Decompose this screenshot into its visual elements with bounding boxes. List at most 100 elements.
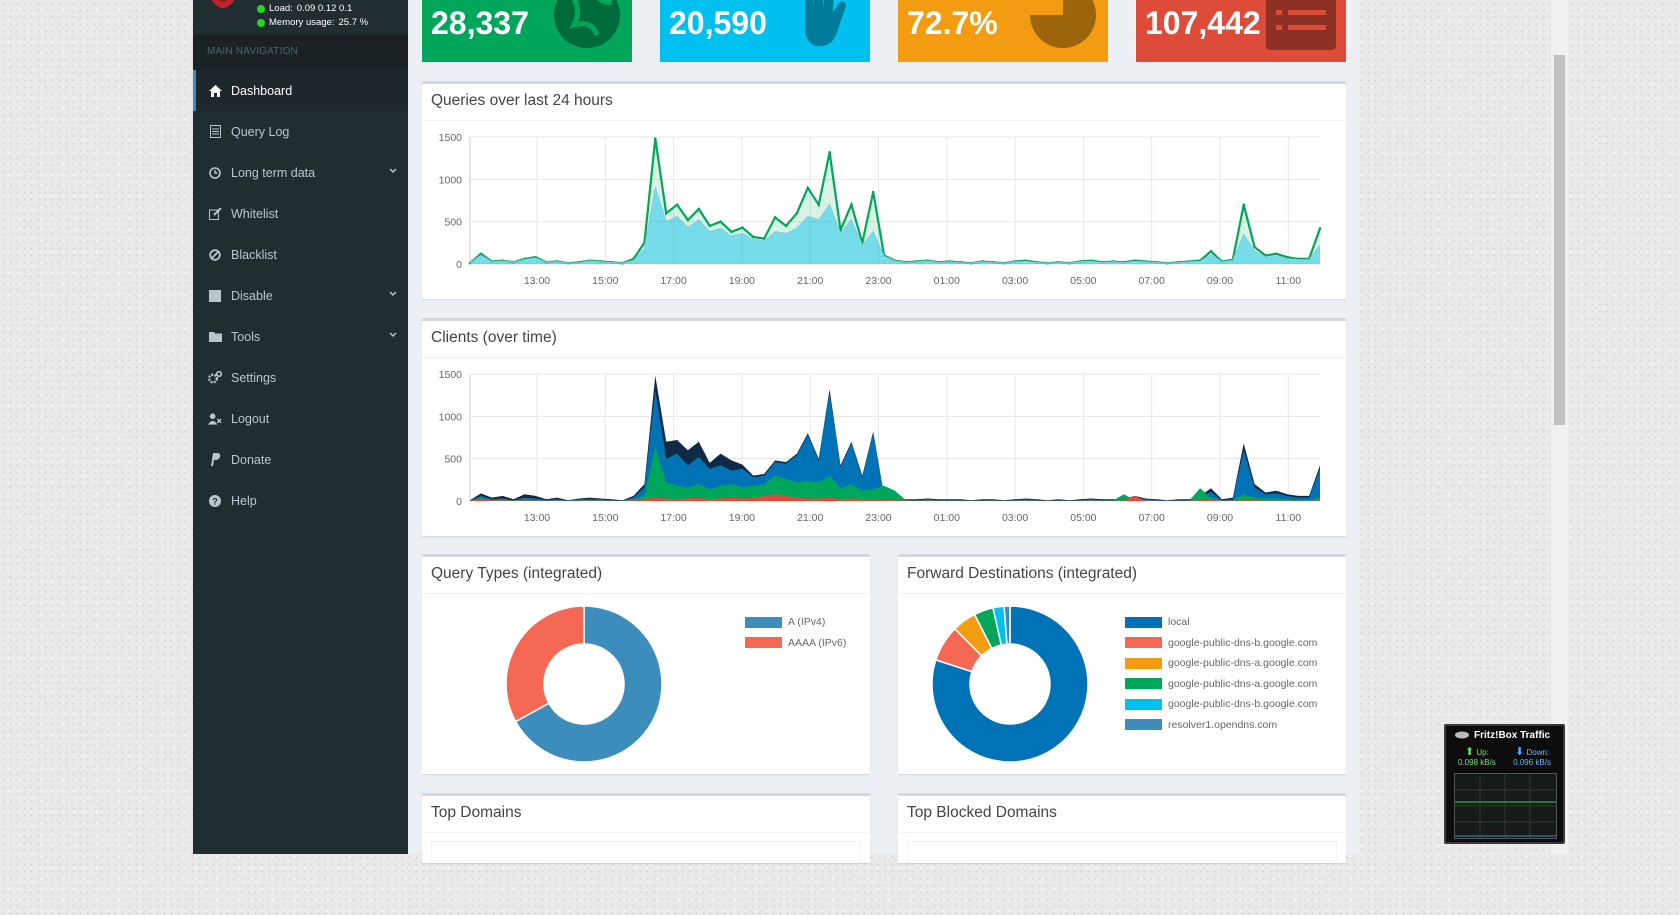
donut-slice[interactable] (505, 605, 585, 723)
x-tick-label: 05:00 (1070, 275, 1096, 287)
stat-box-domains-on-blocklist: 107,442 (1136, 0, 1346, 62)
x-tick-label: 05:00 (1070, 512, 1096, 524)
router-icon (1455, 731, 1469, 739)
clock-icon (208, 166, 222, 180)
panel-title: Clients (over time) (431, 329, 557, 346)
legend-label: google-public-dns-a.google.com (1168, 677, 1318, 690)
legend-item[interactable]: A (IPv4) (745, 612, 846, 633)
x-tick-label: 15:00 (592, 512, 618, 524)
series-area (470, 375, 1320, 501)
legend-label: google-public-dns-b.google.com (1168, 636, 1318, 649)
sidebar-item-donate[interactable]: Donate (193, 439, 408, 480)
data-point (708, 224, 712, 228)
load-label: Load: (269, 3, 293, 14)
sidebar-item-label: Dashboard (231, 83, 293, 98)
x-tick-label: 23:00 (865, 275, 891, 287)
x-tick-label: 17:00 (660, 512, 686, 524)
legend-item[interactable]: google-public-dns-b.google.com (1125, 633, 1317, 654)
top-domains-panel: Top Domains (422, 793, 870, 863)
data-point (762, 237, 766, 240)
data-point (1318, 227, 1322, 230)
query-types-legend: A (IPv4) AAAA (IPv6) (745, 612, 846, 653)
panel-title: Top Domains (431, 804, 522, 821)
chevron-down-icon (389, 291, 397, 297)
data-point (730, 230, 733, 234)
queries-over-time-panel: Queries over last 24 hours 0 500 1000 1500 1… (422, 81, 1346, 299)
data-point (850, 203, 853, 207)
x-tick-label: 15:00 (592, 275, 618, 287)
legend-swatch (745, 616, 782, 628)
data-point (795, 211, 799, 215)
sidebar-item-query-log[interactable]: Query Log (193, 111, 408, 152)
panel-title: Top Blocked Domains (907, 804, 1057, 821)
data-point (1286, 255, 1289, 259)
pie-icon (1030, 0, 1096, 48)
clients-over-time-panel: Clients (over time) 0 500 1000 1500 13:00 15:… (422, 318, 1346, 536)
sidebar-item-logout[interactable]: Logout (193, 398, 408, 439)
sidebar-item-long-term-data[interactable]: Long term data (193, 152, 408, 193)
legend-label: google-public-dns-b.google.com (1168, 698, 1318, 711)
arrow-down-icon: ⬇ (1515, 746, 1525, 758)
panel-title: Queries over last 24 hours (431, 92, 613, 109)
y-tick-label: 500 (444, 454, 462, 466)
x-tick-label: 13:00 (524, 275, 550, 287)
data-point (1275, 252, 1278, 256)
x-tick-label: 07:00 (1139, 275, 1165, 287)
legend-item[interactable]: google-public-dns-b.google.com (1125, 694, 1317, 715)
question-icon: ? (208, 494, 222, 508)
download-label: Down: (1526, 748, 1550, 757)
x-tick-label: 07:00 (1139, 512, 1165, 524)
data-point (828, 150, 831, 154)
page-scrollbar[interactable] (1551, 0, 1568, 854)
globe-icon (554, 0, 620, 48)
y-tick-label: 1000 (439, 174, 463, 186)
x-tick-label: 01:00 (934, 275, 960, 287)
data-point (675, 203, 679, 207)
legend-label: resolver1.opendns.com (1168, 718, 1278, 731)
chevron-down-icon (389, 168, 397, 174)
stat-value: 72.7% (907, 5, 998, 41)
sidebar-item-help[interactable]: ? Help (193, 480, 408, 521)
donut-slice[interactable] (514, 605, 663, 763)
data-point (741, 226, 744, 229)
legend-item[interactable]: google-public-dns-a.google.com (1125, 653, 1317, 674)
sidebar-item-label: Disable (231, 288, 273, 303)
x-tick-label: 21:00 (797, 512, 823, 524)
sidebar-item-label: Donate (231, 452, 272, 467)
queries-over-time-chart: 0 500 1000 1500 13:00 15:00 17:00 19:00 21:00 23:… (439, 132, 1322, 287)
sidebar-item-disable[interactable]: Disable (193, 275, 408, 316)
file-icon (208, 125, 222, 139)
legend-label: AAAA (IPv6) (788, 636, 847, 649)
legend-item[interactable]: resolver1.opendns.com (1125, 715, 1317, 736)
legend-item[interactable]: google-public-dns-a.google.com (1125, 674, 1317, 695)
load-values: 0.09 0.12 0.1 (296, 3, 353, 14)
sidebar-item-dashboard[interactable]: Dashboard (193, 70, 408, 111)
donut-slice[interactable] (931, 605, 1089, 763)
home-icon (208, 84, 222, 98)
legend-item[interactable]: AAAA (IPv6) (745, 633, 846, 654)
x-tick-label: 17:00 (660, 275, 686, 287)
legend-swatch (1125, 657, 1162, 669)
list-icon (1266, 0, 1336, 50)
svg-text:?: ? (212, 496, 218, 506)
traffic-graph (1454, 773, 1557, 839)
data-point (479, 252, 483, 256)
sidebar-item-tools[interactable]: Tools (193, 316, 408, 357)
series-area (470, 187, 1320, 264)
series-points (468, 137, 1322, 265)
sidebar-item-whitelist[interactable]: Whitelist (193, 193, 408, 234)
load-status: Load: 0.09 0.12 0.1 (257, 3, 352, 14)
sidebar-item-settings[interactable]: Settings (193, 357, 408, 398)
sidebar-item-blacklist[interactable]: Blacklist (193, 234, 408, 275)
y-tick-label: 500 (444, 217, 462, 229)
forward-destinations-legend: local google-public-dns-b.google.com googl… (1125, 612, 1317, 735)
series-line (469, 187, 1321, 264)
x-tick-label: 11:00 (1276, 512, 1302, 524)
legend-item[interactable]: local (1125, 612, 1317, 633)
x-tick-label: 21:00 (797, 275, 823, 287)
app-container: Load: 0.09 0.12 0.1 Memory usage: 25.7 %… (193, 0, 1360, 863)
scrollbar-thumb[interactable] (1554, 55, 1565, 425)
user-panel: Load: 0.09 0.12 0.1 Memory usage: 25.7 % (193, 0, 408, 34)
x-tick-label: 13:00 (524, 512, 550, 524)
donut-slice[interactable] (1003, 605, 1011, 645)
